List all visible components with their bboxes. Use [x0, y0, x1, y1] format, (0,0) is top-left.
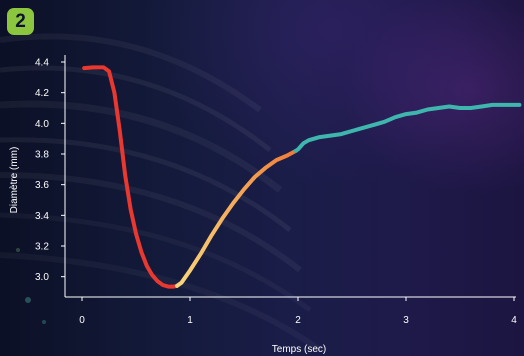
data-line-segment: [175, 148, 298, 288]
y-tick-label: 3.4: [35, 211, 49, 222]
axes: [61, 55, 516, 301]
y-tick-label: 3.6: [35, 180, 49, 191]
y-tick-label: 3.2: [35, 242, 49, 253]
x-tick-label: 2: [295, 315, 301, 326]
x-tick-label: 0: [79, 315, 85, 326]
panel-number-badge: 2: [7, 8, 34, 35]
x-tick-label: 4: [511, 315, 517, 326]
data-line-segment: [82, 65, 179, 289]
y-tick-label: 4.2: [35, 88, 49, 99]
y-axis-title: Diamètre (mm): [9, 147, 20, 214]
y-tick-label: 4.0: [35, 119, 49, 130]
y-tick-label: 3.8: [35, 150, 49, 161]
tick-labels: 3.0 3.2 3.4 3.6 3.8 4.0 4.2 4.4 0 1 2 3 4: [35, 58, 517, 327]
y-tick-label: 4.4: [35, 58, 49, 69]
x-axis-title: Temps (sec): [272, 344, 326, 355]
x-tick-label: 1: [187, 315, 193, 326]
data-line-segment: [293, 102, 522, 153]
x-tick-label: 3: [403, 315, 409, 326]
y-tick-label: 3.0: [35, 272, 49, 283]
data-line: [82, 65, 522, 289]
